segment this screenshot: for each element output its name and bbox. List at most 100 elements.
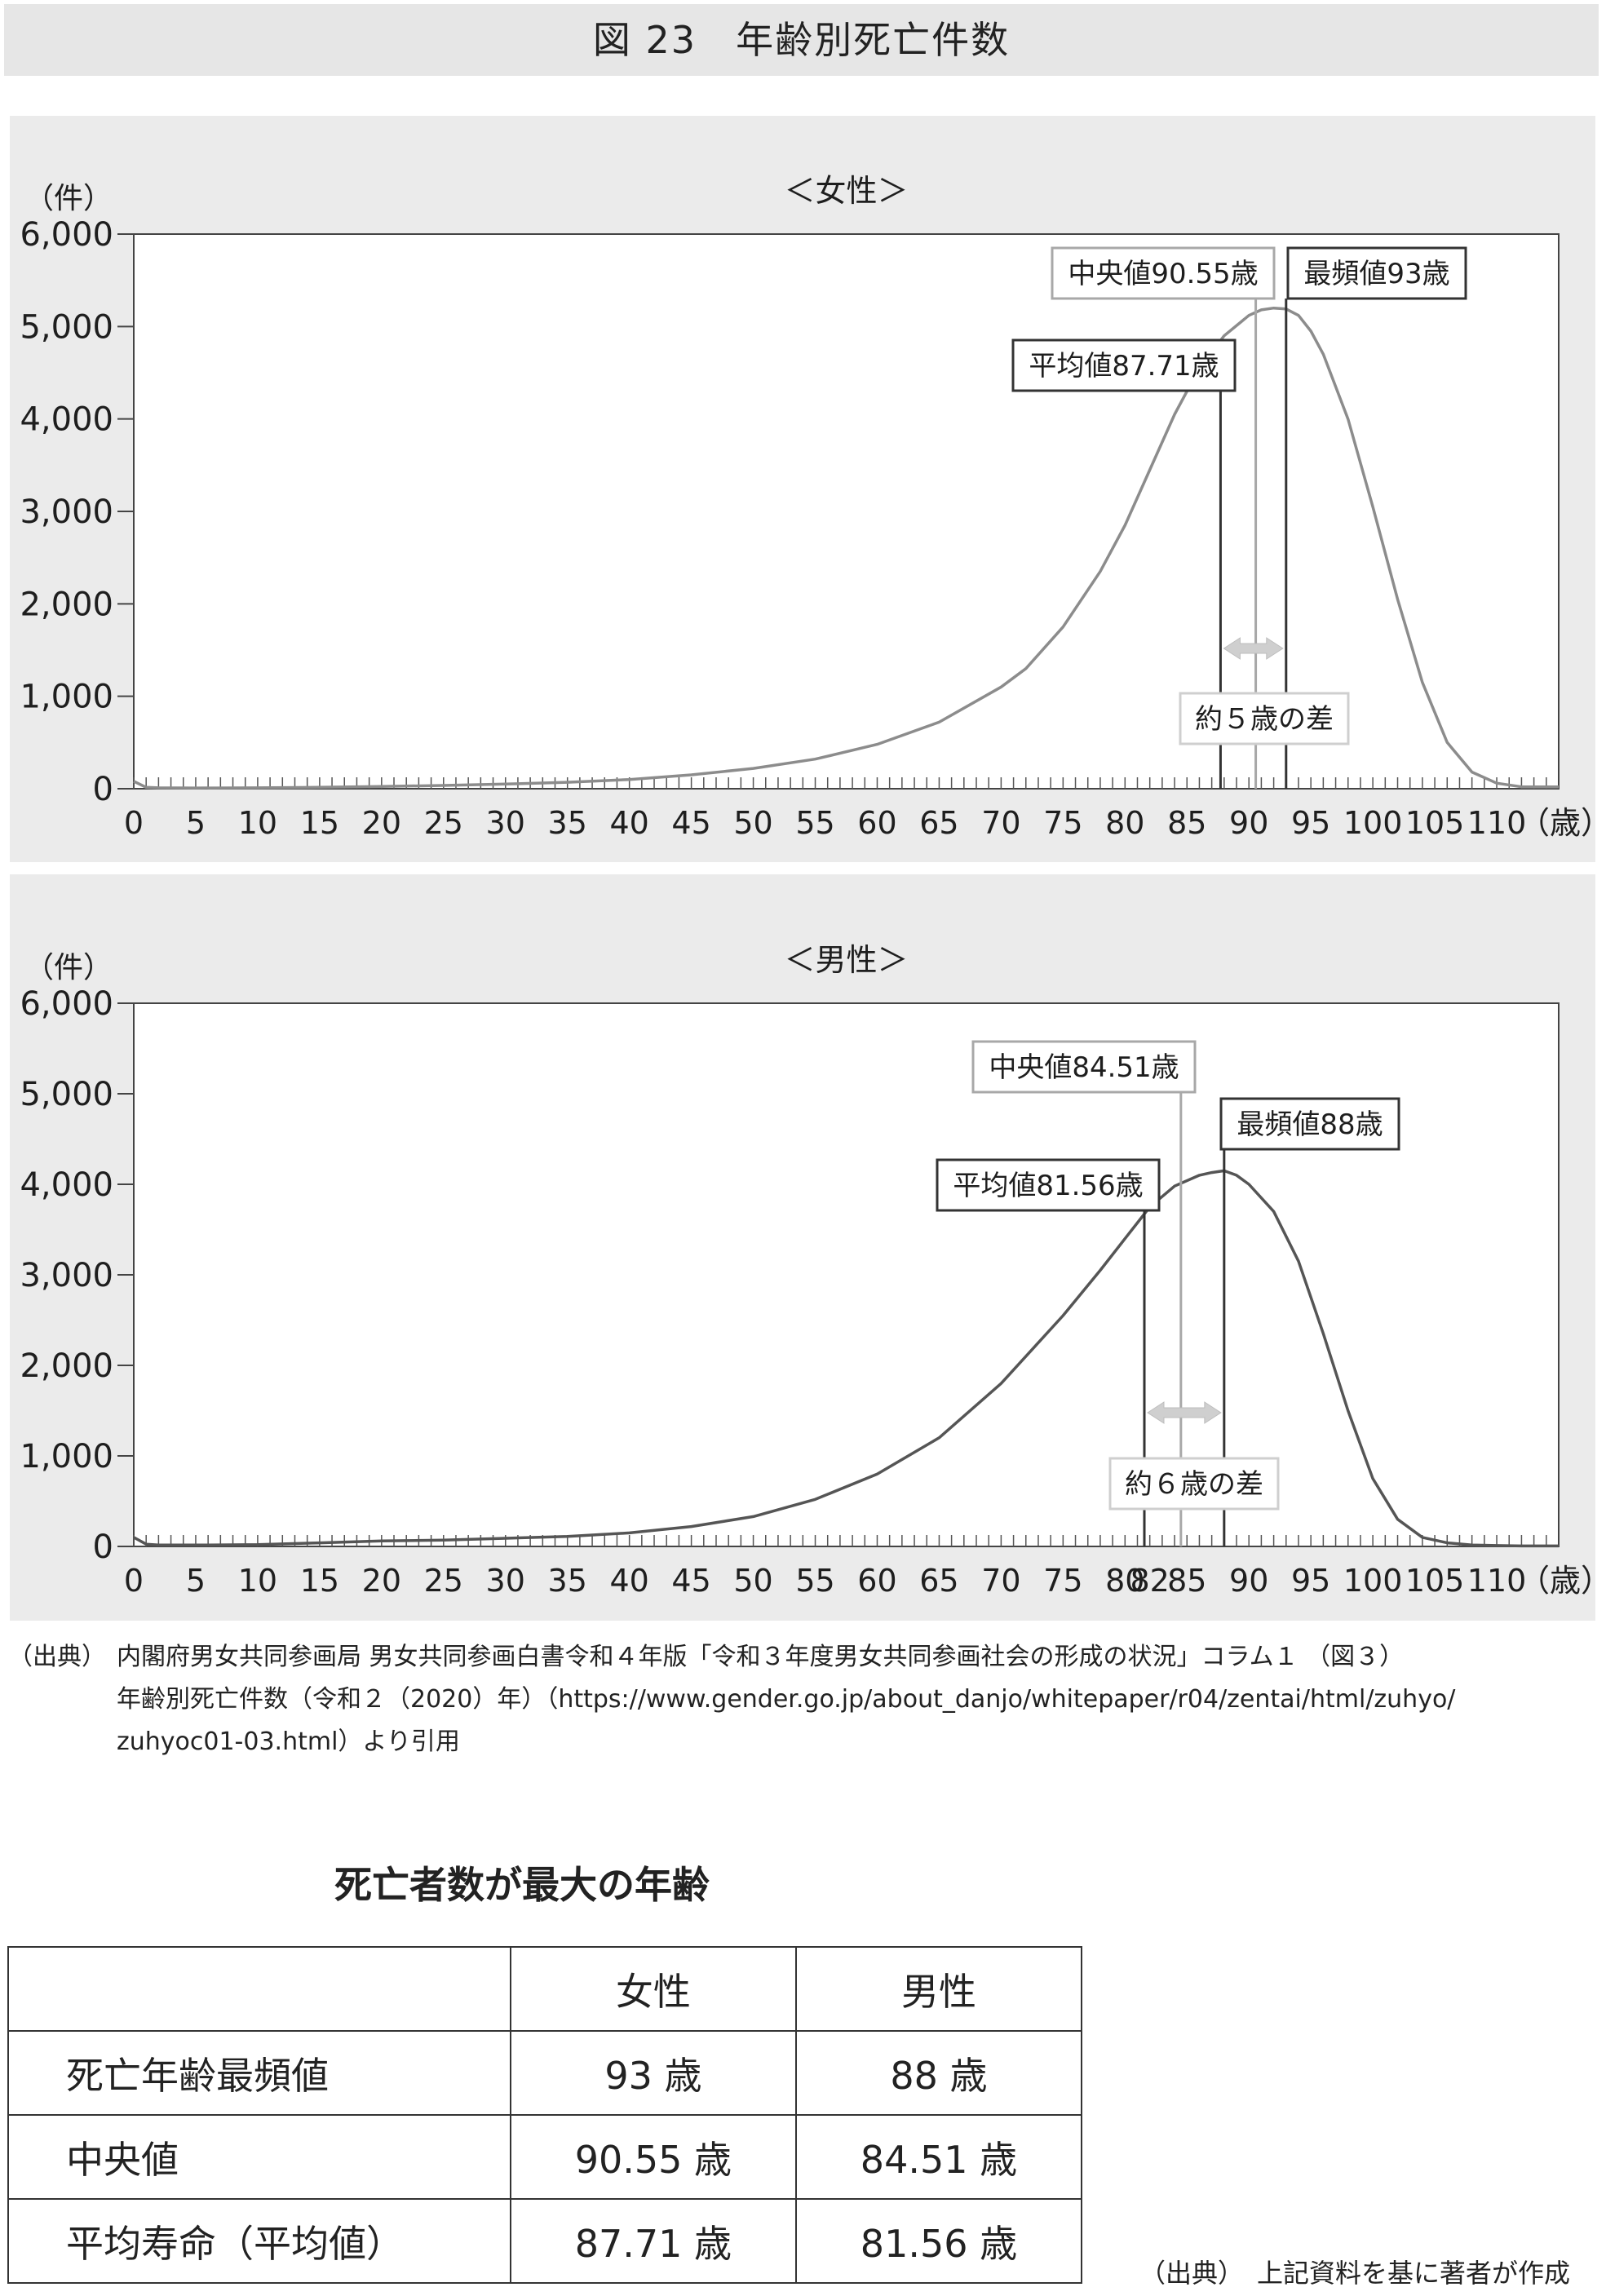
x-tick-label: 30 [486,805,525,841]
x-tick-label: 90 [1229,1563,1268,1599]
y-tick-label: 3,000 [20,1257,113,1294]
x-tick-label: 20 [362,1563,401,1599]
x-tick-label: 0 [124,1563,144,1599]
median-label-box [1051,246,1276,300]
y-tick-label: 1,000 [20,1438,113,1475]
x-tick-label: 85 [1167,1563,1206,1599]
y-tick-label: 0 [93,1528,113,1566]
x-tick-label: 60 [857,1563,896,1599]
table-cell: 90.55 歳 [509,2114,797,2200]
table-row-label: 死亡年齢最頻値 [7,2030,511,2116]
series-line [133,1169,1559,1548]
table-cell: 84.51 歳 [794,2114,1083,2200]
x-tick-label: 110 [1467,1563,1527,1599]
x-tick-label: 40 [609,1563,648,1599]
y-tick-label: 0 [93,771,113,808]
figure-title: 図 23 年齢別死亡件数 [592,18,1011,62]
mode-label: 最頻値88歳 [1237,1108,1383,1141]
x-tick-label: 95 [1291,1563,1330,1599]
y-tick-label: 5,000 [20,308,113,346]
y-tick-label: 4,000 [20,1166,113,1204]
mean-label-box [1011,338,1237,392]
chart-title: ＜男性＞ [784,942,908,978]
table-row-label: 平均寿命（平均値） [7,2198,511,2284]
table-cell: 88 歳 [794,2030,1083,2116]
x-tick-label: 20 [362,805,401,841]
x-tick-label: 45 [671,805,710,841]
footnote-source: （出典） 上記資料を基に著者が作成 [1139,2258,1571,2289]
table-row: 中央値 90.55 歳 84.51 歳 [7,2114,1083,2200]
x-tick-label: 85 [1167,805,1206,841]
source-line: 年齢別死亡件数（令和２（2020）年）（https://www.gender.g… [117,1685,1456,1714]
x-tick-label: 90 [1229,805,1268,841]
source-line: 内閣府男女共同参画局 男女共同参画白書令和４年版「令和３年度男女共同参画社会の形… [117,1643,1405,1671]
y-axis-unit-label: （件） [24,951,113,984]
difference-label: 約６歳の差 [1125,1468,1263,1501]
x-tick-label: 40 [609,805,648,841]
x-tick-label: 95 [1291,805,1330,841]
y-tick-label: 2,000 [20,1347,113,1385]
x-tick-label: 30 [486,1563,525,1599]
table-row-label: 中央値 [7,2114,511,2200]
x-tick-label: 55 [795,805,834,841]
mode-label-box [1286,246,1467,300]
x-tick-label: 15 [300,1563,339,1599]
y-tick-label: 6,000 [20,216,113,254]
x-tick-label: 65 [919,1563,958,1599]
summary-table: 女性 男性 死亡年齢最頻値 93 歳 88 歳 中央値 90.55 歳 84.5… [7,1946,1083,2284]
source-body: 内閣府男女共同参画局 男女共同参画白書令和４年版「令和３年度男女共同参画社会の形… [117,1636,1597,1763]
y-tick-label: 5,000 [20,1076,113,1113]
mean-label: 平均値81.56歳 [953,1170,1143,1202]
y-tick-label: 3,000 [20,493,113,531]
table-row: 死亡年齢最頻値 93 歳 88 歳 [7,2030,1083,2116]
table-header-female: 女性 [509,1946,797,2032]
x-tick-label: 0 [124,805,144,841]
chart-male-svg: ＜男性＞ （件） 0 1,000 2,000 3,000 4,000 5,000 6,000 0 5… [20,942,1595,1599]
x-tick-label: 45 [671,1563,710,1599]
x-tick-label: 70 [981,805,1020,841]
x-tick-label: 10 [238,1563,277,1599]
y-tick-label: 1,000 [20,679,113,716]
mean-label-box [936,1158,1161,1212]
difference-arrow [1147,1401,1222,1424]
x-tick-label: 35 [548,805,587,841]
series-line [133,306,1559,790]
table-cell: 81.56 歳 [794,2198,1083,2284]
x-tick-label: 5 [186,805,206,841]
y-axis-unit-label: （件） [24,182,113,215]
chart-male-panel: ＜男性＞ （件） 0 1,000 2,000 3,000 4,000 5,000 6,000 0 5… [10,874,1595,1621]
table-title: 死亡者数が最大の年齢 [334,1863,710,1907]
x-tick-label: 35 [548,1563,587,1599]
difference-label-box [1108,1457,1280,1511]
x-tick-label: 15 [300,805,339,841]
plot-area [133,1002,1560,1547]
table-header-male: 男性 [794,1946,1083,2032]
difference-arrow [1223,637,1284,660]
mode-label: 最頻値93歳 [1303,258,1449,290]
x-tick-label: 105 [1405,805,1465,841]
x-tick-label: 55 [795,1563,834,1599]
x-axis-unit-label: （歳） [1519,805,1595,841]
x-tick-label: 75 [1043,805,1082,841]
x-axis-unit-label: （歳） [1519,1563,1595,1599]
source-label: （出典） [8,1643,106,1671]
x-tick-label: 25 [424,1563,463,1599]
x-tick-label: 50 [733,805,772,841]
x-tick-label: 5 [186,1563,206,1599]
y-tick-label: 6,000 [20,985,113,1023]
table-cell: 87.71 歳 [509,2198,797,2284]
chart-title: ＜女性＞ [784,173,908,209]
x-tick-label: 82 [1130,1563,1170,1599]
x-tick-label: 60 [857,805,896,841]
difference-label: 約５歳の差 [1195,703,1334,736]
x-tick-label: 100 [1343,805,1403,841]
table-row: 平均寿命（平均値） 87.71 歳 81.56 歳 [7,2198,1083,2284]
x-tick-label: 80 [1105,1563,1144,1599]
difference-label-box [1179,692,1350,745]
median-label: 中央値90.55歳 [1068,258,1258,290]
x-tick-label: 50 [733,1563,772,1599]
mean-label: 平均値87.71歳 [1029,350,1219,383]
x-tick-label: 110 [1467,805,1527,841]
x-tick-label: 105 [1405,1563,1465,1599]
chart-female-panel: ＜女性＞ （件） 0 1,000 2,000 3,000 4,000 5,000 6,000 0 5… [10,116,1595,862]
